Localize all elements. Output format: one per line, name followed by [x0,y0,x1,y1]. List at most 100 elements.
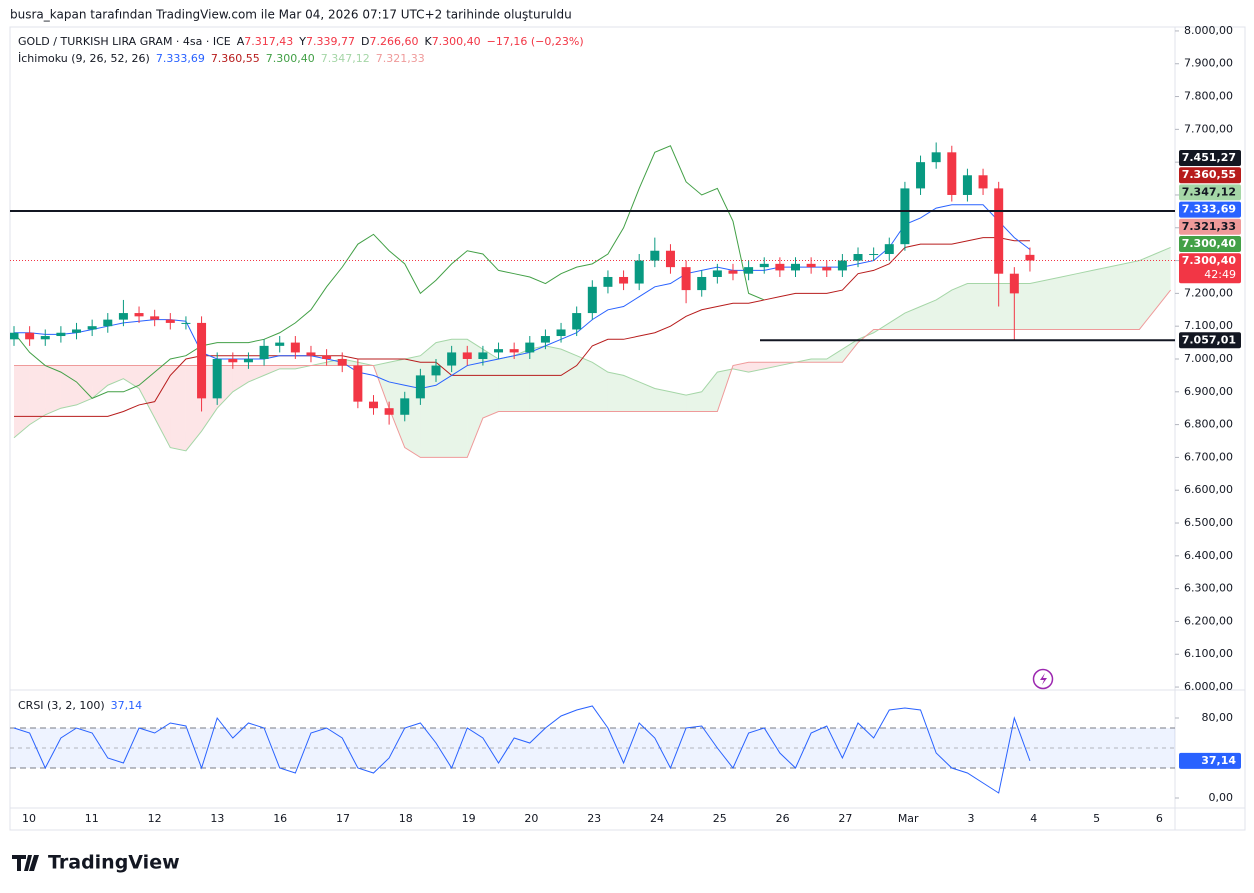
candle-body [962,175,972,195]
crsi-value-label: 37,14 [1201,754,1236,767]
crsi-line [13,705,1031,794]
legend-value: 7.333,69 [156,52,205,65]
cloud-segment [529,345,546,412]
span-b-line [14,289,1172,458]
candle-body [869,254,879,256]
cloud-segment [420,342,437,458]
alert-icon[interactable] [1032,668,1054,690]
candle-body [134,313,144,317]
candle-body [916,162,926,189]
cloud-segment [92,365,108,399]
alert-bolt[interactable] [1040,673,1047,685]
legend-value: 7.300,40 [266,52,315,65]
candle-body [931,152,941,163]
indicator-title: İchimoku (9, 26, 52, 26) [18,52,150,65]
cloud-segment [279,365,296,369]
cloud-segment [1076,270,1093,330]
candle-body [259,345,269,359]
price-label-box [1179,150,1241,166]
cloud-segment [623,375,640,412]
crsi-legend-value: 37,14 [111,699,143,712]
cloud-segment [170,365,186,451]
x-tick-label: 11 [85,812,99,825]
candle-body [759,263,769,268]
ohlc-value: 7.339,77 [306,35,355,48]
candle-body [525,342,535,353]
x-tick-label: Mar [898,812,919,825]
cloud-segment [248,365,265,382]
x-tick-label: 27 [838,812,852,825]
y-tick-label: 7.000,00 [1184,352,1233,365]
cloud-segment [1092,267,1109,330]
cloud-segment [498,355,515,412]
candle-body [681,267,691,291]
candle-body [697,276,707,291]
candle-body [947,152,957,195]
candle-body [478,352,488,359]
x-tick-label: 12 [148,812,162,825]
price-label-box [1179,236,1241,252]
candle-body [228,358,238,363]
cloud-segment [45,365,61,415]
ohlc-value: 7.317,43 [244,35,293,48]
y-tick-label: 6.200,00 [1184,614,1233,627]
cloud-segment [1154,247,1171,310]
candle-body [431,365,441,376]
candle-body [368,401,378,409]
cloud-segment [514,349,530,412]
cloud-segment [1029,280,1046,330]
cloud-segment [1045,276,1062,330]
watermark: busra_kapan tarafından TradingView.com i… [10,8,572,22]
cloud-segment [154,365,171,448]
candle-body [650,250,660,261]
candle-body [150,316,160,320]
x-tick-label: 23 [587,812,601,825]
candle-body [712,270,722,277]
candle-body [884,244,894,255]
crsi-y-tick-label: 80,00 [1202,711,1234,724]
x-tick-label: 26 [776,812,790,825]
candle-body [306,352,316,356]
price-label-box [1179,201,1241,218]
cloud-segment [654,388,671,412]
y-tick-label: 7.900,00 [1184,57,1233,70]
cloud-segment [951,283,968,330]
cloud-segment [576,355,593,412]
cloud-segment [482,349,499,419]
candle-body [540,336,550,343]
cloud-segment [607,372,624,412]
logo: TradingView [12,852,180,874]
price-label: 7.451,27 [1182,151,1236,164]
cloud-segment [592,362,608,412]
candle-body [791,263,800,271]
ohlc-key: Y [298,35,306,48]
price-label: 7.360,55 [1182,168,1236,181]
y-tick-label: 6.000,00 [1184,680,1233,693]
x-tick-label: 10 [22,812,36,825]
candle-body [1009,273,1019,294]
candle-body [87,326,97,330]
cloud-segment [545,345,562,412]
x-tick-label: 16 [273,812,287,825]
candle-body [994,188,1004,274]
y-tick-label: 7.800,00 [1184,90,1233,103]
price-label-box [1179,184,1241,201]
symbol: GOLD / TURKISH LIRA GRAM · 4sa · ICE [18,35,231,48]
candle-body [337,358,347,366]
candle-body [978,175,988,189]
ohlc-value: 7.266,60 [369,35,418,48]
x-tick-label: 5 [1093,812,1100,825]
cloud-segment [639,381,655,412]
cloud-segment [1061,273,1077,330]
candle-body [400,398,410,415]
y-tick-label: 7.200,00 [1184,286,1233,299]
logo-icon [12,855,39,871]
legend-value: 7.347,12 [321,52,370,65]
candle-body [744,267,754,274]
price-label-box [1179,218,1241,235]
candle-body [837,260,847,271]
span-a-line [13,246,1171,452]
y-tick-label: 6.900,00 [1184,385,1233,398]
x-tick-label: 18 [399,812,413,825]
crsi-value-box [1179,752,1241,769]
